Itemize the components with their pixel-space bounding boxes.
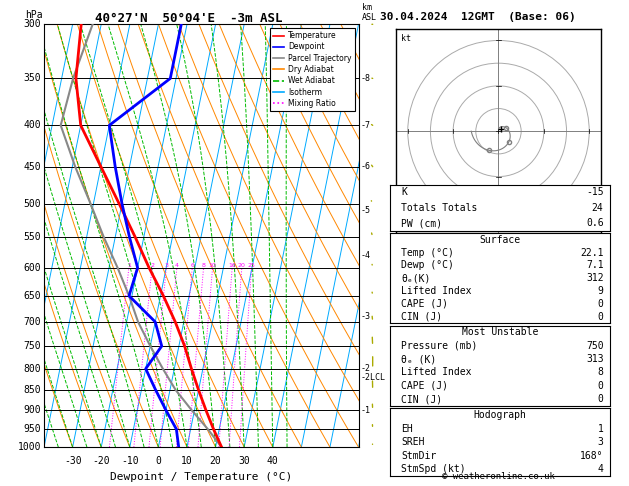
Text: 700: 700 [23, 317, 41, 327]
Text: 22.1: 22.1 [580, 247, 604, 258]
Text: 40: 40 [267, 455, 279, 466]
Text: 900: 900 [23, 405, 41, 415]
Text: 550: 550 [23, 232, 41, 242]
Text: 0: 0 [598, 312, 604, 322]
Text: SREH: SREH [401, 437, 425, 447]
Text: -15: -15 [586, 188, 604, 197]
Text: θₑ (K): θₑ (K) [401, 354, 437, 364]
Text: Most Unstable: Most Unstable [462, 327, 538, 337]
Text: Hodograph: Hodograph [474, 410, 526, 420]
Text: 3: 3 [598, 437, 604, 447]
Text: 0: 0 [598, 299, 604, 309]
Text: -4: -4 [360, 251, 370, 260]
Text: 30.04.2024  12GMT  (Base: 06): 30.04.2024 12GMT (Base: 06) [380, 12, 576, 22]
Text: 4: 4 [175, 263, 179, 268]
Text: 500: 500 [23, 199, 41, 208]
Text: 1: 1 [598, 424, 604, 434]
Text: 8: 8 [202, 263, 206, 268]
Text: Surface: Surface [479, 235, 521, 245]
Text: 1: 1 [127, 263, 131, 268]
Text: 10: 10 [209, 263, 216, 268]
Text: StmSpd (kt): StmSpd (kt) [401, 465, 465, 474]
Text: 450: 450 [23, 162, 41, 172]
Text: 750: 750 [586, 341, 604, 351]
Text: 25: 25 [248, 263, 255, 268]
Text: 650: 650 [23, 291, 41, 301]
Text: 313: 313 [586, 354, 604, 364]
Text: 350: 350 [23, 73, 41, 84]
Text: 20: 20 [238, 263, 246, 268]
Text: -2: -2 [360, 364, 370, 373]
Text: 6: 6 [191, 263, 194, 268]
Text: -30: -30 [64, 455, 81, 466]
Text: 800: 800 [23, 364, 41, 374]
Text: 2: 2 [150, 263, 154, 268]
Text: 10: 10 [181, 455, 193, 466]
Text: 0: 0 [598, 394, 604, 404]
Text: 300: 300 [23, 19, 41, 29]
Text: CAPE (J): CAPE (J) [401, 381, 448, 391]
Text: 3: 3 [164, 263, 169, 268]
Text: 20: 20 [209, 455, 221, 466]
Text: 168°: 168° [580, 451, 604, 461]
Text: 24: 24 [592, 203, 604, 213]
Text: CAPE (J): CAPE (J) [401, 299, 448, 309]
Text: 0.6: 0.6 [586, 218, 604, 228]
Text: 30: 30 [238, 455, 250, 466]
Text: Totals Totals: Totals Totals [401, 203, 477, 213]
Text: 0: 0 [155, 455, 161, 466]
Text: 400: 400 [23, 121, 41, 130]
Text: © weatheronline.co.uk: © weatheronline.co.uk [442, 472, 555, 481]
Text: Pressure (mb): Pressure (mb) [401, 341, 477, 351]
Text: 850: 850 [23, 385, 41, 395]
Text: -1: -1 [360, 406, 370, 415]
Text: 7.1: 7.1 [586, 260, 604, 270]
Text: 312: 312 [586, 273, 604, 283]
Text: 9: 9 [598, 286, 604, 296]
Text: θₑ(K): θₑ(K) [401, 273, 430, 283]
Text: CIN (J): CIN (J) [401, 312, 442, 322]
Text: K: K [401, 188, 407, 197]
Text: Lifted Index: Lifted Index [401, 286, 472, 296]
Text: -5: -5 [360, 206, 370, 215]
Text: -6: -6 [360, 162, 370, 171]
Text: Dewpoint / Temperature (°C): Dewpoint / Temperature (°C) [110, 472, 292, 483]
Text: 950: 950 [23, 424, 41, 434]
Text: -8: -8 [360, 74, 370, 83]
Text: hPa: hPa [25, 10, 43, 20]
Text: -10: -10 [121, 455, 138, 466]
Text: PW (cm): PW (cm) [401, 218, 442, 228]
Text: 600: 600 [23, 263, 41, 273]
Text: 4: 4 [598, 465, 604, 474]
Text: 1000: 1000 [18, 442, 41, 452]
Text: 0: 0 [598, 381, 604, 391]
Text: EH: EH [401, 424, 413, 434]
Text: km
ASL: km ASL [362, 3, 377, 22]
Text: kt: kt [401, 34, 411, 43]
Text: 16: 16 [228, 263, 236, 268]
Text: -20: -20 [92, 455, 110, 466]
Text: -7: -7 [360, 121, 370, 130]
Text: 40°27'N  50°04'E  -3m ASL: 40°27'N 50°04'E -3m ASL [95, 12, 282, 25]
Text: Lifted Index: Lifted Index [401, 367, 472, 378]
Text: 8: 8 [598, 367, 604, 378]
Text: Dewp (°C): Dewp (°C) [401, 260, 454, 270]
Text: StmDir: StmDir [401, 451, 437, 461]
Text: -2LCL: -2LCL [360, 373, 385, 382]
Text: -3: -3 [360, 312, 370, 321]
Text: CIN (J): CIN (J) [401, 394, 442, 404]
Legend: Temperature, Dewpoint, Parcel Trajectory, Dry Adiabat, Wet Adiabat, Isotherm, Mi: Temperature, Dewpoint, Parcel Trajectory… [270, 28, 355, 111]
Text: Temp (°C): Temp (°C) [401, 247, 454, 258]
Text: 750: 750 [23, 341, 41, 351]
